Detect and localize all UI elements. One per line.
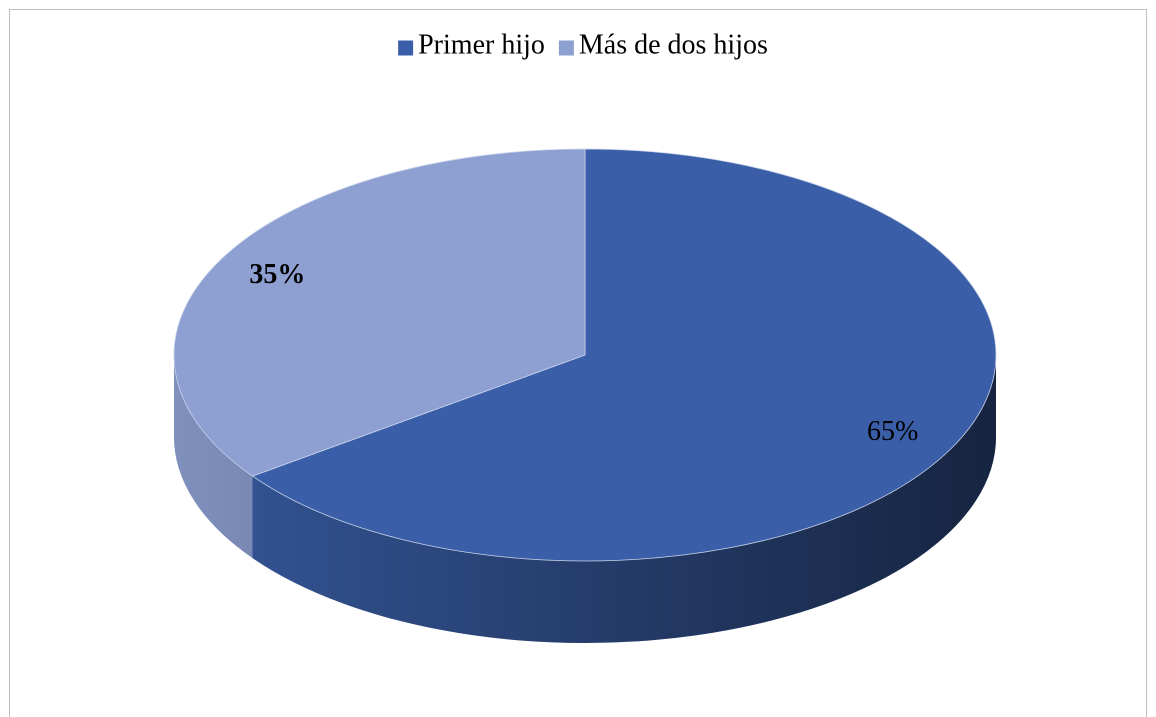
legend-label: Más de dos hijos (579, 29, 768, 60)
legend-swatch (398, 40, 414, 56)
slice-side-shade (252, 355, 996, 643)
data-label: 35% (249, 259, 305, 290)
data-label: 65% (867, 416, 918, 447)
slice (173, 148, 586, 477)
legend-label: Primer hijo (418, 29, 545, 60)
slice-side-shade (174, 355, 253, 559)
legend-swatch (558, 40, 574, 56)
slice (251, 148, 997, 562)
